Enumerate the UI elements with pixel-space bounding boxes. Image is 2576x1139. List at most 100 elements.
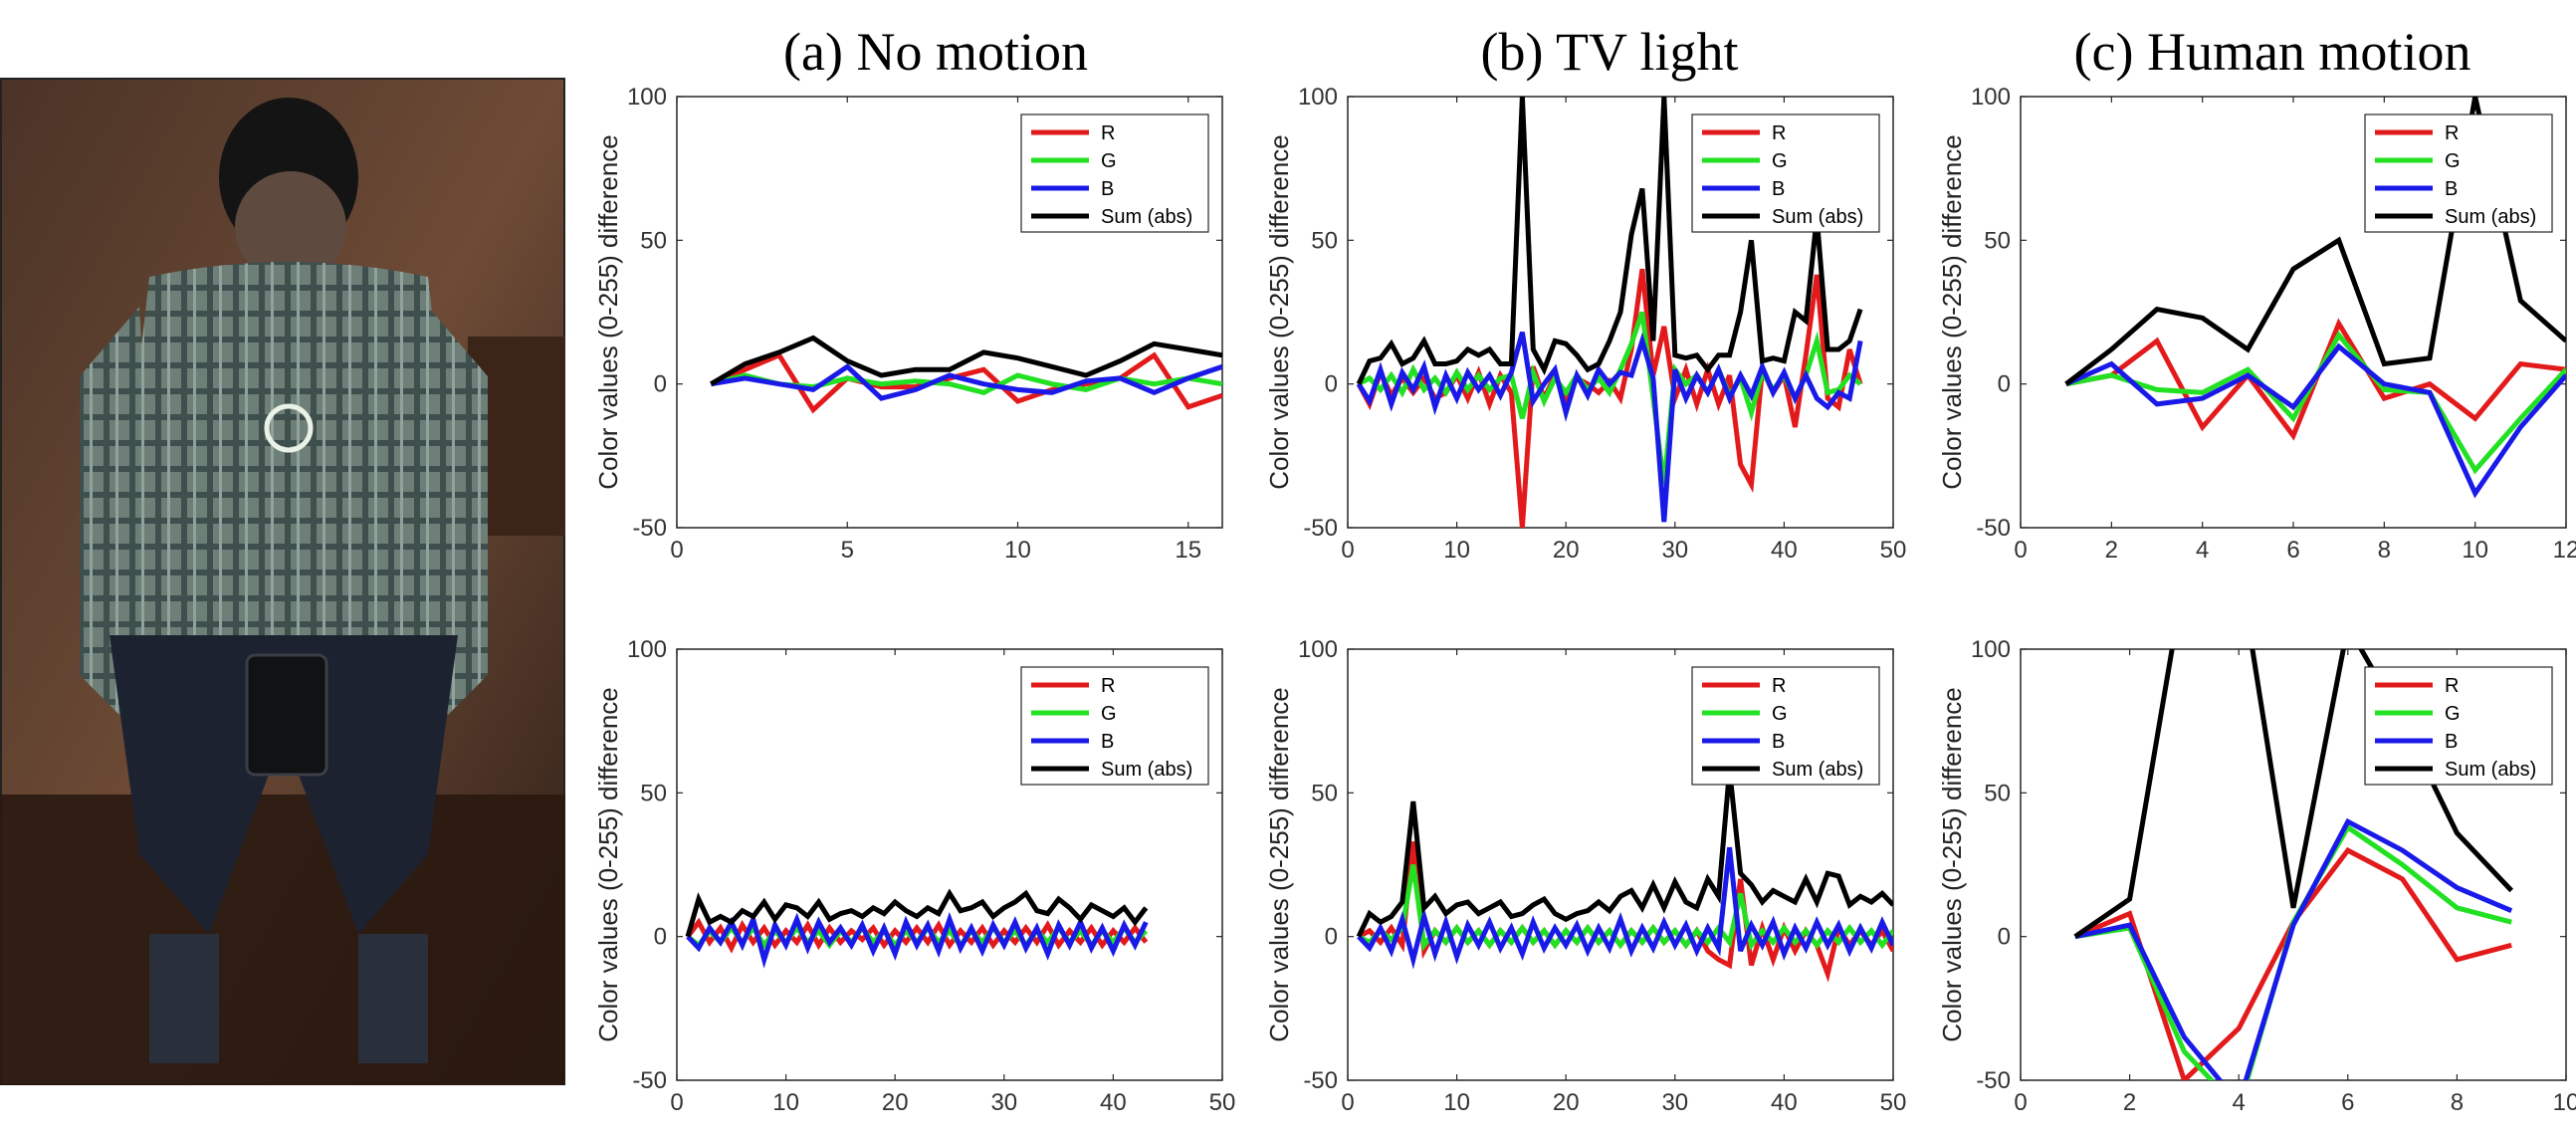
x-tick-label: 20 — [1553, 537, 1580, 564]
y-axis-label: Color values (0-255) difference — [1937, 134, 1967, 489]
legend-label-sum: Sum (abs) — [2445, 206, 2536, 228]
y-tick-label: 50 — [1984, 227, 2011, 254]
y-tick-label: -50 — [1976, 1067, 2011, 1094]
y-tick-label: -50 — [1303, 1067, 1338, 1094]
x-tick-label: 12 — [2553, 537, 2576, 564]
legend-label-sum: Sum (abs) — [2445, 759, 2536, 781]
legend-label-r: R — [2445, 122, 2459, 144]
plaid-shirt — [109, 262, 468, 665]
x-tick-label: 8 — [2451, 1089, 2464, 1116]
x-tick-label: 6 — [2341, 1089, 2354, 1116]
y-axis-label: Color values (0-255) difference — [1264, 687, 1294, 1041]
y-axis-label: Color values (0-255) difference — [593, 134, 623, 489]
x-tick-label: 2 — [2105, 537, 2118, 564]
series-line-sum — [1356, 97, 1863, 385]
y-tick-label: 50 — [640, 780, 667, 806]
legend-label-g: G — [2445, 703, 2461, 725]
x-tick-label: 2 — [2123, 1089, 2136, 1116]
x-tick-label: 50 — [1880, 1089, 1907, 1116]
series-line-r — [686, 917, 1149, 954]
series-line-b — [686, 911, 1149, 969]
legend-label-b: B — [1101, 731, 1114, 753]
legend-box — [2364, 666, 2553, 786]
x-tick-label: 10 — [2553, 1089, 2576, 1116]
y-tick-label: -50 — [632, 515, 667, 542]
legend-label-b: B — [1772, 731, 1785, 753]
legend-label-sum: Sum (abs) — [1772, 759, 1863, 781]
x-tick-label: 40 — [1771, 1089, 1798, 1116]
series-line-r — [710, 351, 1222, 414]
legend-label-sum: Sum (abs) — [1101, 206, 1192, 228]
x-tick-label: 10 — [1004, 537, 1031, 564]
series-line-sum — [1356, 769, 1893, 938]
x-tick-label: 50 — [1209, 1089, 1236, 1116]
legend-label-r: R — [1101, 122, 1115, 144]
legend-label-b: B — [1772, 178, 1785, 200]
x-tick-label: 5 — [841, 537, 854, 564]
x-tick-label: 0 — [670, 1089, 683, 1116]
x-tick-label: 0 — [670, 537, 683, 564]
y-tick-label: 0 — [654, 924, 667, 951]
legend-label-b: B — [2445, 731, 2458, 753]
legend: RGB Sum (abs) — [2364, 114, 2553, 233]
y-axis-label: Color values (0-255) difference — [1264, 134, 1294, 489]
series-line-b — [710, 363, 1222, 401]
legend: RGB Sum (abs) — [2364, 666, 2553, 786]
x-tick-label: 30 — [1661, 1089, 1688, 1116]
series-line-sum — [710, 335, 1222, 386]
x-tick-label: 40 — [1771, 537, 1798, 564]
legend-label-b: B — [2445, 178, 2458, 200]
y-tick-label: 100 — [1298, 84, 1338, 111]
column-title-3: (c) Human motion — [2074, 22, 2471, 82]
x-tick-label: 0 — [2014, 1089, 2027, 1116]
y-tick-label: 0 — [1998, 371, 2011, 398]
y-tick-label: 100 — [627, 636, 667, 663]
y-tick-label: -50 — [1303, 515, 1338, 542]
x-tick-label: 10 — [772, 1089, 799, 1116]
legend-label-r: R — [2445, 675, 2459, 697]
y-tick-label: 0 — [1325, 371, 1338, 398]
x-tick-label: 30 — [1661, 537, 1688, 564]
x-tick-label: 8 — [2378, 537, 2391, 564]
column-title-2: (b) TV light — [1480, 22, 1738, 82]
y-axis-label: Color values (0-255) difference — [1937, 687, 1967, 1041]
x-tick-label: 20 — [882, 1089, 909, 1116]
x-tick-label: 0 — [2014, 537, 2027, 564]
y-tick-label: 100 — [627, 84, 667, 111]
tablet-device — [245, 653, 328, 777]
x-tick-label: 6 — [2286, 537, 2299, 564]
x-tick-label: 4 — [2196, 537, 2209, 564]
y-tick-label: 100 — [1971, 636, 2011, 663]
legend: RGB Sum (abs) — [1691, 666, 1880, 786]
x-tick-label: 0 — [1341, 537, 1354, 564]
person-photo — [0, 78, 565, 1085]
legend-label-g: G — [1772, 150, 1788, 172]
series-line-b — [1356, 332, 1863, 523]
column-title-1: (a) No motion — [783, 22, 1088, 82]
y-axis-label: Color values (0-255) difference — [593, 687, 623, 1041]
x-tick-label: 10 — [2462, 537, 2488, 564]
y-tick-label: 50 — [1984, 780, 2011, 806]
legend-label-b: B — [1101, 178, 1114, 200]
legend-label-r: R — [1101, 675, 1115, 697]
axes-box — [1347, 648, 1894, 1081]
y-tick-label: 50 — [640, 227, 667, 254]
legend-label-sum: Sum (abs) — [1101, 759, 1192, 781]
series-line-sum — [2073, 649, 2514, 939]
y-tick-label: 0 — [1998, 924, 2011, 951]
series-line-sum — [685, 888, 1149, 938]
legend-label-r: R — [1772, 675, 1786, 697]
x-tick-label: 4 — [2233, 1089, 2246, 1116]
dark-pants — [109, 635, 458, 934]
series-line-b — [1357, 846, 1893, 970]
x-tick-label: 30 — [990, 1089, 1017, 1116]
x-tick-label: 50 — [1880, 537, 1907, 564]
series-line-b — [2064, 342, 2566, 499]
y-tick-label: -50 — [632, 1067, 667, 1094]
